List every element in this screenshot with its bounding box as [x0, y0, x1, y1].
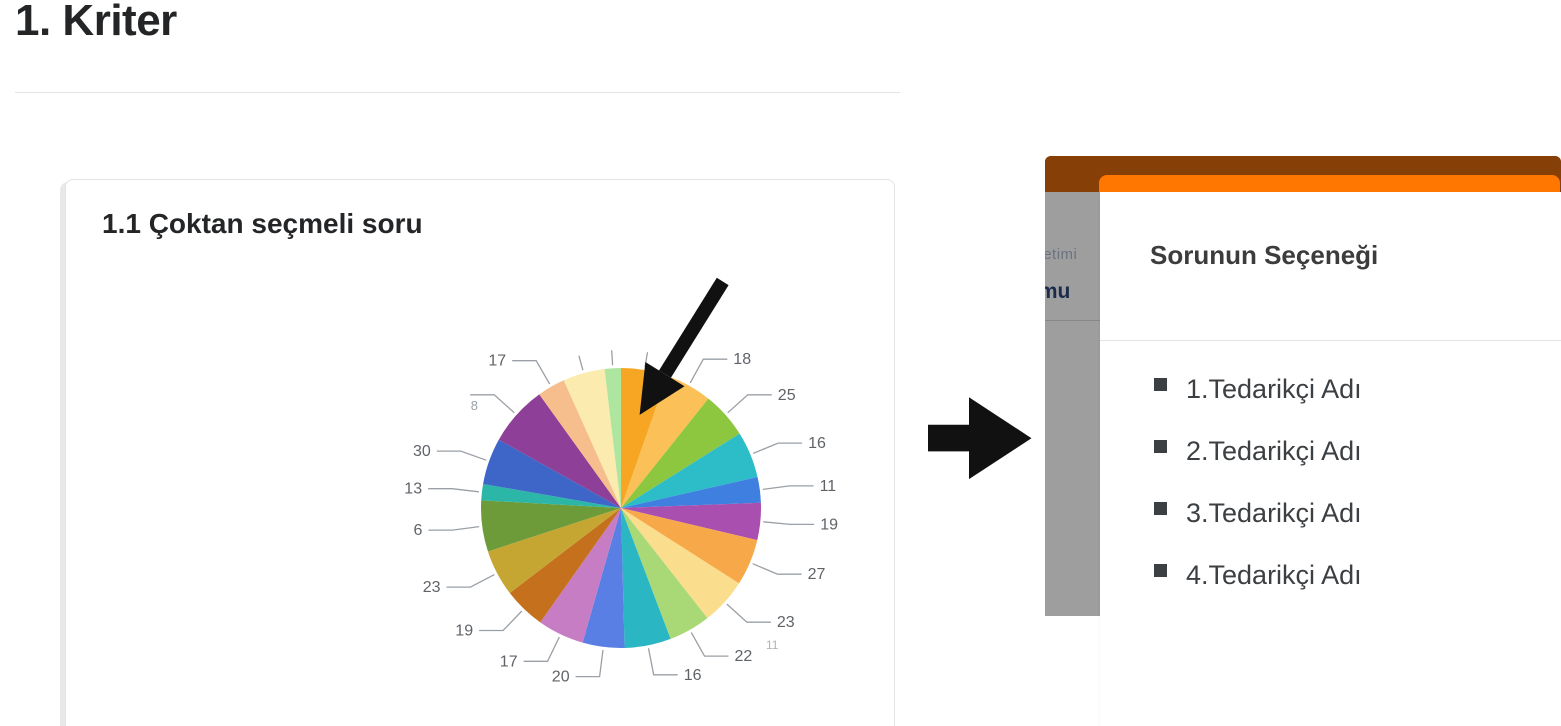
svg-text:16: 16 — [808, 435, 826, 452]
svg-text:20: 20 — [552, 669, 570, 686]
svg-text:22: 22 — [735, 648, 753, 665]
svg-text:27: 27 — [808, 566, 826, 583]
svg-text:19: 19 — [455, 623, 473, 640]
svg-text:17: 17 — [488, 353, 506, 370]
svg-text:16: 16 — [684, 667, 702, 684]
svg-text:11: 11 — [766, 638, 779, 652]
svg-text:13: 13 — [404, 481, 422, 498]
svg-text:8: 8 — [471, 398, 478, 413]
svg-text:18: 18 — [733, 351, 751, 368]
svg-text:25: 25 — [778, 387, 796, 404]
svg-text:23: 23 — [423, 579, 441, 596]
svg-text:11: 11 — [820, 478, 837, 495]
svg-text:19: 19 — [820, 516, 838, 533]
svg-text:30: 30 — [413, 443, 431, 460]
svg-text:6: 6 — [413, 522, 422, 539]
svg-text:23: 23 — [777, 614, 795, 631]
svg-text:17: 17 — [500, 653, 518, 670]
